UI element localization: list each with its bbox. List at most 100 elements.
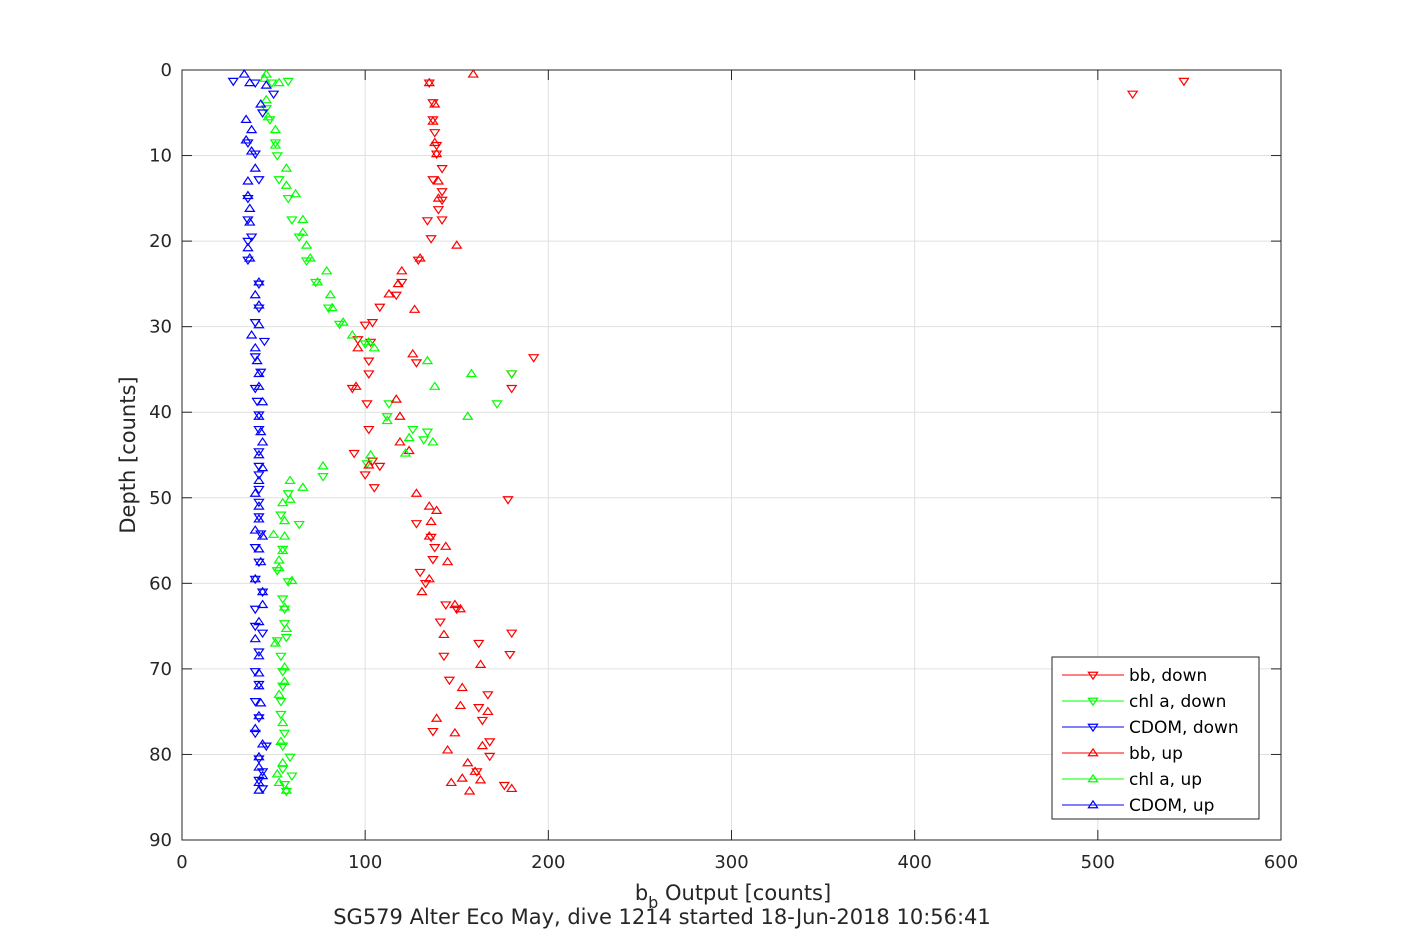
data-point: [425, 516, 437, 526]
data-point: [266, 79, 278, 89]
data-point: [271, 768, 283, 778]
data-point: [482, 706, 494, 716]
legend-entry-label: chl a, up: [1129, 770, 1202, 790]
data-point: [260, 94, 272, 104]
data-point: [505, 629, 518, 639]
data-point: [249, 342, 261, 352]
data-point: [364, 449, 377, 459]
data-point: [278, 531, 291, 540]
data-point: [258, 73, 271, 82]
legend-marker: [1087, 747, 1099, 757]
data-point: [374, 462, 386, 472]
data-point: [282, 194, 294, 204]
data-point: [430, 505, 443, 514]
data-point: [408, 304, 421, 313]
series-5: [238, 69, 272, 794]
data-point: [476, 740, 489, 750]
data-point: [381, 413, 393, 422]
data-point: [275, 710, 287, 720]
data-point: [277, 757, 289, 767]
data-point: [273, 689, 285, 698]
data-point: [410, 520, 423, 529]
data-point: [273, 176, 285, 185]
data-point: [240, 134, 252, 144]
x-tick-label: 300: [714, 852, 748, 873]
data-point: [271, 637, 283, 646]
legend-marker: [1087, 723, 1099, 733]
data-point: [429, 544, 441, 553]
data-point: [275, 736, 287, 745]
data-point: [253, 300, 265, 309]
data-point: [249, 729, 261, 739]
data-point: [363, 425, 375, 435]
data-point: [256, 109, 269, 118]
data-point: [277, 668, 289, 677]
data-point: [277, 717, 289, 727]
legend-entry-label: bb, down: [1129, 666, 1207, 686]
data-point: [256, 586, 269, 596]
legend-entry-label: CDOM, down: [1129, 718, 1239, 738]
series-3: [350, 69, 518, 795]
data-point: [278, 661, 291, 671]
data-point: [280, 180, 293, 189]
data-point: [390, 291, 403, 301]
legend-marker: [1087, 799, 1099, 809]
data-point: [245, 233, 258, 243]
data-point: [253, 449, 265, 459]
legend-marker: [1087, 697, 1099, 707]
data-point: [320, 265, 333, 275]
data-point: [346, 330, 359, 339]
data-point: [253, 543, 265, 553]
data-point: [269, 140, 282, 149]
data-point: [255, 99, 267, 108]
data-point: [253, 276, 265, 286]
data-point: [282, 490, 294, 499]
data-point: [253, 785, 265, 794]
data-point: [253, 680, 265, 690]
data-point: [368, 342, 381, 352]
data-point: [363, 460, 375, 469]
data-point: [352, 336, 364, 345]
data-point: [275, 511, 287, 521]
legend-marker: [1087, 773, 1099, 783]
data-point: [436, 165, 448, 174]
data-point: [253, 501, 265, 510]
data-point: [414, 253, 426, 262]
data-point: [434, 618, 446, 628]
data-point: [253, 475, 265, 485]
x-axis-label-main: b: [635, 881, 648, 905]
series-4: [258, 69, 478, 794]
data-point: [286, 772, 298, 782]
data-point: [432, 193, 445, 202]
data-point: [423, 531, 435, 540]
data-point: [366, 319, 379, 328]
data-point: [267, 529, 280, 538]
data-point: [374, 303, 386, 313]
data-point: [280, 785, 293, 794]
data-point: [269, 139, 282, 148]
y-tick-label: 20: [149, 231, 172, 252]
data-point: [445, 777, 457, 787]
x-tick-label: 400: [897, 852, 931, 873]
data-point: [505, 384, 518, 394]
data-point: [504, 650, 516, 660]
data-point: [242, 190, 254, 200]
data-point: [242, 242, 254, 252]
data-point: [361, 460, 373, 469]
data-point: [429, 99, 441, 108]
data-point: [317, 473, 329, 482]
data-point: [253, 425, 265, 435]
data-point: [253, 558, 265, 568]
y-tick-label: 60: [149, 573, 172, 594]
data-point: [255, 556, 267, 566]
data-points: [227, 69, 1190, 797]
data-point: [256, 396, 269, 406]
data-point: [423, 501, 435, 510]
data-point: [280, 787, 293, 797]
data-point: [275, 652, 287, 662]
data-point: [311, 276, 324, 286]
data-point: [381, 415, 393, 425]
data-point: [430, 713, 443, 722]
data-point: [463, 786, 476, 795]
data-point: [255, 368, 267, 378]
